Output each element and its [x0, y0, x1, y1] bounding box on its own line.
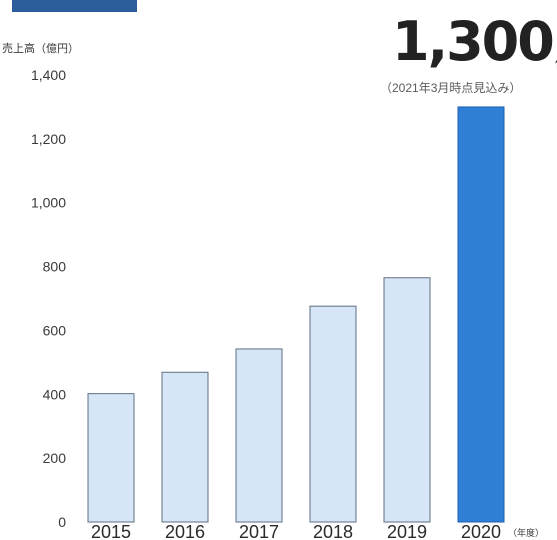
- bar: [383, 277, 431, 523]
- y-tick-label: 1,000: [31, 195, 66, 211]
- x-tick-label: 2015: [91, 522, 131, 540]
- x-tick-label: 2018: [313, 522, 353, 540]
- y-axis-unit-label: 売上高（億円）: [2, 43, 79, 55]
- y-tick-label: 1,200: [31, 131, 66, 147]
- x-axis-unit-label: （年度）: [508, 527, 544, 538]
- y-tick-label: 1,400: [31, 67, 66, 83]
- x-tick-label: 2016: [165, 522, 205, 540]
- highlight-unit: 億円: [555, 56, 557, 71]
- bar: [235, 348, 283, 523]
- bar: [161, 371, 209, 523]
- highlight-value: 1,300: [392, 10, 555, 73]
- bar: [87, 393, 135, 523]
- highlight-callout: 1,300億円: [392, 10, 557, 73]
- y-tick-label: 600: [43, 322, 67, 338]
- highlight-note: （2021年3月時点見込み）: [380, 81, 522, 95]
- x-tick-label: 2020: [461, 522, 501, 540]
- y-tick-label: 800: [43, 259, 67, 275]
- x-tick-label: 2017: [239, 522, 279, 540]
- y-tick-label: 400: [43, 386, 67, 402]
- y-tick-label: 200: [43, 450, 67, 466]
- y-tick-label: 0: [58, 514, 66, 530]
- header-band: [12, 0, 137, 12]
- bar: [309, 305, 357, 523]
- bar: [457, 106, 505, 523]
- x-tick-label: 2019: [387, 522, 427, 540]
